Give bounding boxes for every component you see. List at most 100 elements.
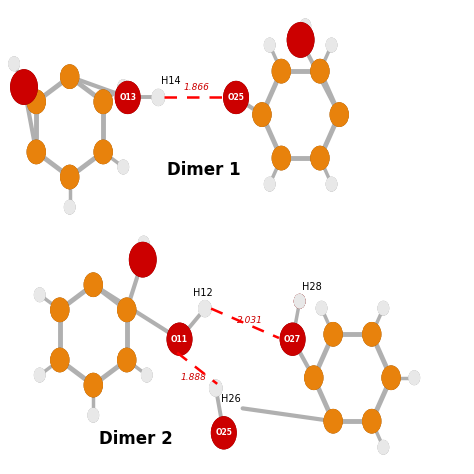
Circle shape xyxy=(325,324,340,344)
Circle shape xyxy=(12,61,16,66)
Circle shape xyxy=(303,23,307,28)
Circle shape xyxy=(23,86,25,88)
Circle shape xyxy=(98,95,107,107)
Circle shape xyxy=(329,42,333,47)
Circle shape xyxy=(11,70,37,104)
Circle shape xyxy=(10,59,18,68)
Circle shape xyxy=(64,170,74,182)
Circle shape xyxy=(337,111,341,117)
Circle shape xyxy=(36,370,43,379)
Circle shape xyxy=(68,205,71,209)
Circle shape xyxy=(118,349,135,370)
Circle shape xyxy=(65,171,73,182)
Circle shape xyxy=(177,337,181,341)
Circle shape xyxy=(117,84,137,109)
Circle shape xyxy=(89,410,97,420)
Circle shape xyxy=(327,413,338,428)
Circle shape xyxy=(298,299,301,303)
Circle shape xyxy=(118,298,136,321)
Circle shape xyxy=(411,374,417,381)
Circle shape xyxy=(29,143,42,160)
Circle shape xyxy=(52,300,67,319)
Circle shape xyxy=(222,430,225,435)
Circle shape xyxy=(301,20,310,31)
Circle shape xyxy=(269,45,270,46)
Circle shape xyxy=(381,305,385,310)
Circle shape xyxy=(380,304,386,312)
Circle shape xyxy=(274,149,287,166)
Circle shape xyxy=(383,447,384,448)
Circle shape xyxy=(302,21,308,30)
Circle shape xyxy=(155,92,162,101)
Circle shape xyxy=(214,420,232,443)
Circle shape xyxy=(51,348,69,372)
Circle shape xyxy=(32,96,39,106)
Circle shape xyxy=(122,354,130,365)
Circle shape xyxy=(94,90,112,113)
Circle shape xyxy=(310,373,317,382)
Circle shape xyxy=(119,162,127,171)
Circle shape xyxy=(258,109,265,118)
Circle shape xyxy=(35,289,44,301)
Circle shape xyxy=(313,377,314,378)
Circle shape xyxy=(12,71,36,102)
Circle shape xyxy=(334,107,344,120)
Circle shape xyxy=(255,106,268,122)
Circle shape xyxy=(363,410,380,432)
Circle shape xyxy=(276,64,285,76)
Circle shape xyxy=(278,154,283,161)
Circle shape xyxy=(326,38,337,52)
Circle shape xyxy=(329,416,336,425)
Circle shape xyxy=(67,204,72,210)
Circle shape xyxy=(126,359,128,361)
Circle shape xyxy=(68,75,71,78)
Circle shape xyxy=(216,423,230,441)
Circle shape xyxy=(212,384,219,392)
Circle shape xyxy=(369,417,374,424)
Circle shape xyxy=(387,372,394,382)
Circle shape xyxy=(217,424,229,439)
Circle shape xyxy=(14,83,18,89)
Circle shape xyxy=(100,99,105,104)
Circle shape xyxy=(299,300,301,302)
Circle shape xyxy=(141,240,146,246)
Circle shape xyxy=(312,61,328,81)
Circle shape xyxy=(274,149,288,166)
Circle shape xyxy=(117,83,138,110)
Circle shape xyxy=(280,323,305,355)
Circle shape xyxy=(319,69,321,73)
Circle shape xyxy=(382,446,384,448)
Circle shape xyxy=(23,85,25,89)
Circle shape xyxy=(318,68,322,73)
Circle shape xyxy=(126,359,127,361)
Circle shape xyxy=(213,419,234,446)
Circle shape xyxy=(364,410,380,431)
Circle shape xyxy=(172,329,186,347)
Circle shape xyxy=(387,373,394,382)
Circle shape xyxy=(32,147,39,156)
Circle shape xyxy=(312,148,327,167)
Circle shape xyxy=(94,90,112,113)
Circle shape xyxy=(132,246,152,272)
Circle shape xyxy=(92,384,94,386)
Circle shape xyxy=(201,303,208,313)
Circle shape xyxy=(29,92,43,110)
Circle shape xyxy=(321,308,322,309)
Circle shape xyxy=(51,348,69,372)
Circle shape xyxy=(385,370,396,383)
Circle shape xyxy=(57,357,62,362)
Circle shape xyxy=(328,180,335,188)
Circle shape xyxy=(332,420,334,422)
Circle shape xyxy=(298,36,303,43)
Circle shape xyxy=(36,291,42,298)
Circle shape xyxy=(287,23,314,57)
Circle shape xyxy=(266,179,273,189)
Circle shape xyxy=(118,299,135,321)
Circle shape xyxy=(226,84,245,109)
Circle shape xyxy=(331,103,347,126)
Circle shape xyxy=(391,377,392,378)
Circle shape xyxy=(410,372,418,383)
Circle shape xyxy=(22,84,26,89)
Circle shape xyxy=(365,326,377,341)
Circle shape xyxy=(266,40,273,49)
